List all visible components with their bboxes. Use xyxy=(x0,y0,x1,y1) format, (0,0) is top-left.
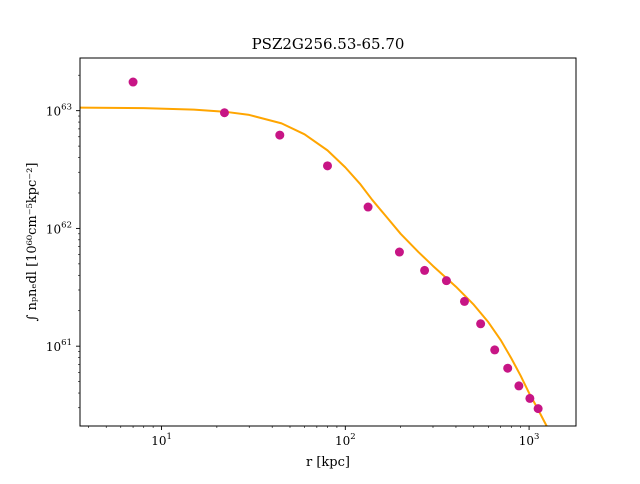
x-tick-label: 102 xyxy=(335,432,356,448)
y-tick-label: 1061 xyxy=(46,338,72,354)
data-point xyxy=(441,276,451,286)
x-axis-label: r [kpc] xyxy=(306,455,350,470)
data-point xyxy=(363,202,373,212)
data-point xyxy=(503,363,513,373)
data-point xyxy=(514,381,524,391)
chart-title: PSZ2G256.53-65.70 xyxy=(252,35,405,53)
data-point xyxy=(219,108,229,118)
data-point xyxy=(128,77,138,87)
data-point xyxy=(490,345,500,355)
y-tick-label: 1062 xyxy=(46,220,72,236)
y-axis-label: ∫ nₚnₑdl [10⁶⁰cm⁻⁵kpc⁻²] xyxy=(25,163,40,322)
data-point xyxy=(525,393,535,403)
data-point xyxy=(476,319,486,329)
plot-frame xyxy=(79,57,577,427)
x-tick-label: 101 xyxy=(151,432,172,448)
data-point xyxy=(394,247,404,257)
fit-curve xyxy=(80,106,548,426)
data-point xyxy=(420,265,430,275)
data-point xyxy=(323,161,332,171)
data-point xyxy=(275,130,285,140)
data-point xyxy=(459,296,469,306)
data-point xyxy=(533,404,543,414)
x-tick-label: 103 xyxy=(519,432,540,448)
y-tick-label: 1063 xyxy=(46,103,72,119)
